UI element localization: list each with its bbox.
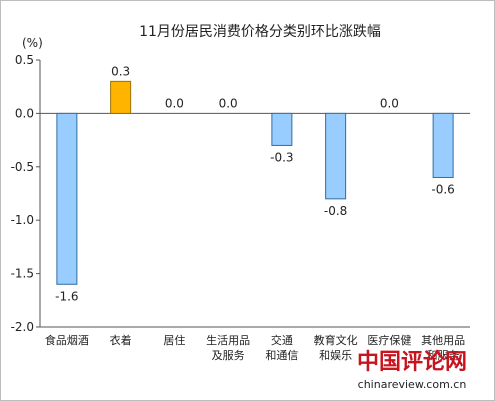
data-label: 0.0 (219, 96, 238, 110)
category-label: 医疗保健 (367, 333, 411, 347)
category-label: 食品烟酒 (45, 333, 89, 347)
category-label: 和娱乐 (319, 348, 352, 362)
y-tick-label: 0.5 (15, 53, 34, 67)
y-tick-label: -2.0 (11, 320, 34, 334)
category-label: 衣着 (110, 333, 132, 347)
category-label: 生活用品 (206, 333, 250, 347)
bars (56, 80, 454, 285)
category-label: 和通信 (265, 349, 298, 362)
bar (110, 80, 132, 114)
category-label: 居住 (163, 333, 185, 347)
bar (56, 112, 78, 285)
y-axis-unit: (%) (22, 36, 43, 50)
category-label: 及服务 (212, 349, 245, 362)
category-label: 教育文化 (314, 333, 358, 347)
chart-title: 11月份居民消费价格分类别环比涨跌幅 (139, 24, 381, 40)
y-tick-label: 0.0 (15, 106, 34, 120)
bar (432, 112, 454, 178)
data-label: -0.3 (270, 150, 293, 164)
category-label: 交通 (271, 333, 293, 347)
watermark-logo: 中国评论网 chinareview.com.cn (357, 349, 467, 391)
data-label: 0.0 (165, 96, 184, 110)
category-label: 和服务 (427, 349, 460, 362)
bar (271, 112, 293, 146)
data-label: -1.6 (55, 289, 78, 303)
y-tick-label: -1.5 (11, 267, 34, 281)
data-label: 0.3 (111, 64, 130, 78)
data-label: 0.0 (380, 96, 399, 110)
data-label: -0.6 (431, 182, 454, 196)
axes: 0.5 0.0 -0.5 -1.0 -1.5 -2.0 (11, 53, 470, 334)
value-labels: -1.6 0.3 0.0 0.0 -0.3 -0.8 0.0 -0.6 (55, 64, 455, 303)
category-label: 其他用品 (421, 334, 465, 347)
data-label: -0.8 (324, 204, 347, 218)
bar (325, 112, 347, 200)
y-tick-label: -1.0 (11, 213, 34, 227)
watermark-logo-text: 中国评论网 (357, 349, 467, 375)
y-tick-label: -0.5 (11, 160, 34, 174)
watermark-url: chinareview.com.cn (358, 378, 467, 391)
